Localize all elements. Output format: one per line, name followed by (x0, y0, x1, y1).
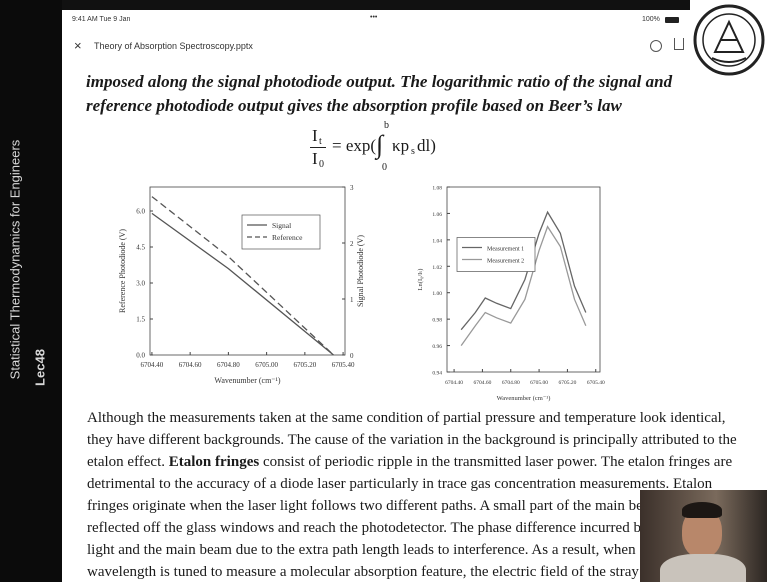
plot-frame (150, 187, 345, 355)
y2-tick-label: 0 (350, 352, 354, 360)
x-tick-label: 6704.60 (179, 361, 202, 369)
legend-label: Signal (272, 221, 291, 230)
x-axis-label: Wavenumber (cm⁻¹) (214, 376, 281, 385)
y-tick-label: 1.02 (432, 265, 442, 271)
y-tick-label: 1.00 (432, 291, 442, 297)
y-tick-label: 1.08 (432, 186, 442, 192)
x-tick-label: 6705.20 (293, 361, 316, 369)
y-axis-label: Reference Photodiode (V) (118, 229, 127, 313)
x-tick-label: 6704.40 (445, 380, 463, 386)
y-tick-label: 4.5 (136, 244, 145, 252)
screen: Statistical Thermodynamics for Engineers… (0, 0, 767, 582)
plot-frame (447, 187, 600, 372)
y-tick-label: 0.96 (432, 344, 442, 350)
x-tick-label: 6705.40 (332, 361, 355, 369)
x-tick-label: 6705.00 (255, 361, 278, 369)
x-axis-label: Wavenumber (cm⁻¹) (497, 395, 551, 402)
x-tick-label: 6705.20 (558, 380, 576, 386)
x-tick-label: 6704.80 (502, 380, 520, 386)
x-tick-label: 6705.00 (530, 380, 548, 386)
y-tick-label: 0.94 (432, 371, 442, 377)
webcam-feed (640, 490, 767, 582)
y-tick-label: 1.5 (136, 316, 145, 324)
y-tick-label: 0.98 (432, 318, 442, 324)
y2-tick-label: 1 (350, 296, 354, 304)
y2-tick-label: 3 (350, 184, 354, 192)
y2-axis-label: Signal Photodiode (V) (356, 235, 365, 307)
y2-tick-label: 2 (350, 240, 354, 248)
y-tick-label: 1.06 (432, 212, 442, 218)
x-tick-label: 6704.40 (141, 361, 164, 369)
y-tick-label: 6.0 (136, 208, 145, 216)
y-tick-label: 0.0 (136, 352, 145, 360)
legend-label: Reference (272, 233, 303, 242)
presenter-shirt (660, 554, 746, 582)
x-tick-label: 6704.60 (473, 380, 491, 386)
presenter-hair (682, 502, 722, 518)
legend-label: Measurement 1 (487, 247, 524, 253)
y-tick-label: 1.04 (432, 238, 442, 244)
legend-box (457, 238, 535, 272)
y-axis-label: Ln(I₀/Iₜ) (417, 269, 424, 291)
legend-label: Measurement 2 (487, 259, 524, 265)
x-tick-label: 6704.80 (217, 361, 240, 369)
x-tick-label: 6705.40 (587, 380, 605, 386)
y-tick-label: 3.0 (136, 280, 145, 288)
